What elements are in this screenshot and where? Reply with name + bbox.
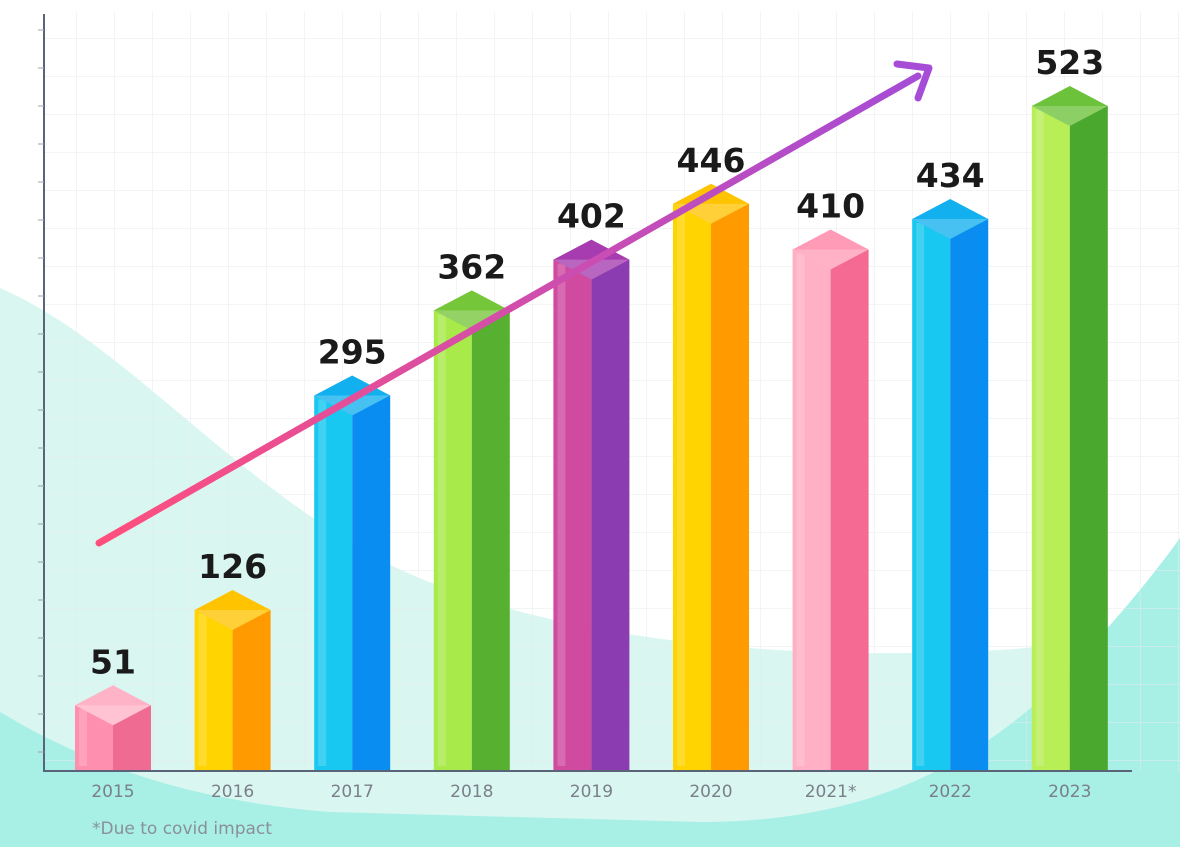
bar-front-face [194, 610, 233, 770]
bar-value-label: 126 [198, 547, 267, 586]
bar-front-face [314, 395, 353, 770]
bar-top-shine [314, 395, 391, 416]
bar-highlight [916, 222, 925, 766]
bar-2019 [553, 239, 630, 770]
bar-front-face [912, 218, 951, 770]
bar-top-shine [433, 310, 510, 331]
footnote: *Due to covid impact [92, 819, 272, 839]
bar-top-shine [1031, 106, 1108, 126]
value-labels: 51 126 295 362 402 446 410 434 523 [90, 43, 1104, 681]
bar-top-shine [792, 249, 869, 270]
x-tick-label: 2016 [211, 782, 254, 802]
bar-side-face [352, 395, 391, 770]
y-axis-ticks [38, 29, 44, 753]
bar-side-face [232, 610, 271, 770]
bar-2021 [792, 229, 869, 771]
bar-front-face [792, 249, 831, 771]
x-tick-label: 2021* [805, 782, 857, 802]
bar-top-face [792, 229, 869, 270]
x-tick-label: 2019 [570, 782, 613, 802]
x-tick-label: 2018 [450, 782, 493, 802]
bar-top-face [194, 590, 271, 631]
bar-front-face [433, 310, 472, 770]
background-wave-dark [0, 538, 1180, 847]
bar-2020 [673, 183, 749, 770]
bar-2018 [433, 290, 510, 770]
bar-top-face [673, 183, 749, 224]
x-tick-labels: 2015 2016 2017 2018 2019 2020 2021* 2022 2023 [91, 782, 1091, 802]
bar-front-face [1031, 106, 1070, 770]
trend-arrow-shaft [95, 72, 922, 547]
bar-highlight [437, 314, 446, 766]
x-tick-label: 2020 [689, 782, 732, 802]
bar-top-shine [912, 218, 989, 239]
bar-value-label: 402 [557, 197, 626, 236]
bar-side-face [471, 310, 510, 770]
bar-2016 [194, 590, 271, 770]
bar-value-label: 523 [1035, 43, 1104, 82]
bar-top-shine [75, 705, 151, 726]
bar-highlight [318, 399, 327, 766]
bar-highlight [557, 263, 566, 766]
bars [75, 86, 1108, 771]
bar-highlight [1035, 110, 1044, 766]
bar-side-face [950, 218, 989, 770]
bar-top-face [75, 685, 151, 726]
bar-top-face [912, 198, 989, 239]
x-tick-label: 2023 [1048, 782, 1091, 802]
trend-arrow [95, 60, 933, 547]
bar-highlight [198, 614, 207, 766]
x-tick-label: 2017 [331, 782, 374, 802]
bar-2023 [1031, 86, 1108, 770]
bar-side-face [711, 203, 749, 770]
bar-highlight [796, 253, 805, 767]
bar-value-label: 51 [90, 642, 136, 681]
x-tick-label: 2022 [929, 782, 972, 802]
bar-front-face [673, 203, 711, 770]
bar-value-label: 434 [916, 156, 985, 195]
bar-value-label: 410 [796, 186, 865, 225]
bar-value-label: 446 [677, 141, 746, 180]
bar-value-label: 362 [437, 247, 506, 286]
bar-top-shine [194, 610, 271, 631]
bar-front-face [553, 259, 592, 770]
bar-highlight [677, 207, 685, 766]
bar-highlight [79, 709, 87, 766]
bar-top-face [1031, 86, 1108, 126]
bar-2017 [314, 375, 391, 770]
bar-side-face [830, 249, 869, 771]
bar-side-face [591, 259, 630, 770]
x-tick-label: 2015 [91, 782, 134, 802]
bar-2022 [912, 198, 989, 770]
trend-arrow-head [893, 60, 933, 102]
bar-value-label: 295 [318, 332, 387, 371]
bar-side-face [1069, 106, 1108, 770]
bar-2015 [75, 685, 151, 770]
bar-top-shine [553, 259, 630, 280]
